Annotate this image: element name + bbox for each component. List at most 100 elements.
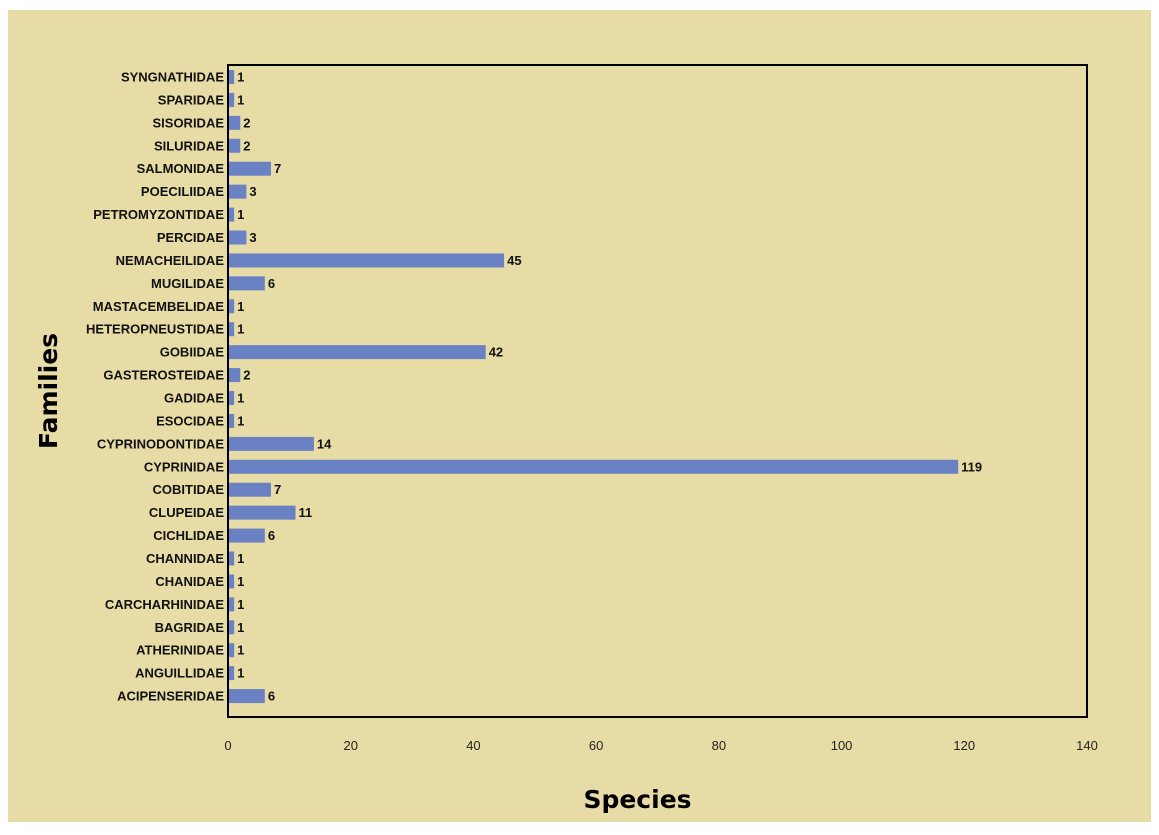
x-tick-label: 120 xyxy=(953,738,975,753)
x-tick-label: 100 xyxy=(831,738,853,753)
category-label: NEMACHEILIDAE xyxy=(116,253,225,268)
bar-cyprinidae xyxy=(228,459,959,474)
category-label: CHANNIDAE xyxy=(146,551,224,566)
category-label: MUGILIDAE xyxy=(151,276,224,291)
category-label: CARCHARHINIDAE xyxy=(105,597,224,612)
bar-heteropneustidae xyxy=(228,322,235,337)
category-label: SISORIDAE xyxy=(152,115,224,130)
category-label: PERCIDAE xyxy=(157,230,225,245)
category-label: CHANIDAE xyxy=(155,574,224,589)
category-label: SPARIDAE xyxy=(158,92,225,107)
bar-cichlidae xyxy=(228,528,265,543)
category-label: PETROMYZONTIDAE xyxy=(93,207,224,222)
value-label: 1 xyxy=(237,70,244,85)
value-label: 3 xyxy=(249,184,256,199)
category-label: SILURIDAE xyxy=(154,138,224,153)
bar-gasterosteidae xyxy=(228,368,241,383)
category-label: ATHERINIDAE xyxy=(136,643,224,658)
value-label: 2 xyxy=(243,368,250,383)
bar-chanidae xyxy=(228,574,235,589)
value-label: 6 xyxy=(268,528,275,543)
value-label: 6 xyxy=(268,689,275,704)
value-label: 42 xyxy=(489,345,503,360)
value-label: 1 xyxy=(237,666,244,681)
category-label: GASTEROSTEIDAE xyxy=(103,368,224,383)
bar-acipenseridae xyxy=(228,689,265,704)
category-label: HETEROPNEUSTIDAE xyxy=(86,322,224,337)
x-tick-labels: 0 20 40 60 80 100 120 140 xyxy=(224,738,1097,753)
bar-percidae xyxy=(228,230,247,245)
bar-clupeidae xyxy=(228,505,296,520)
bar-anguillidae xyxy=(228,666,235,681)
bar-siluridae xyxy=(228,138,241,153)
bar-nemacheilidae xyxy=(228,253,505,268)
category-label: CLUPEIDAE xyxy=(149,505,224,520)
bar-gadidae xyxy=(228,391,235,405)
value-label: 2 xyxy=(243,115,250,130)
x-axis-title: Species xyxy=(583,785,691,814)
value-label: 45 xyxy=(507,253,521,268)
value-label: 1 xyxy=(237,643,244,658)
category-label: GADIDAE xyxy=(164,391,224,406)
bar-mugilidae xyxy=(228,276,265,291)
bar-mastacembelidae xyxy=(228,299,235,314)
value-label: 7 xyxy=(274,482,281,497)
value-label: 6 xyxy=(268,276,275,291)
bar-bagridae xyxy=(228,620,235,635)
chart-figure: SYNGNATHIDAE SPARIDAE SISORIDAE SILURIDAE SA… xyxy=(8,10,1151,822)
value-label: 1 xyxy=(237,207,244,222)
category-label: CYPRINODONTIDAE xyxy=(97,436,224,451)
value-label: 3 xyxy=(249,230,256,245)
category-label: ANGUILLIDAE xyxy=(135,666,224,681)
category-label: BAGRIDAE xyxy=(155,620,225,635)
value-label: 1 xyxy=(237,413,244,428)
bars-layer xyxy=(228,70,959,704)
value-label: 11 xyxy=(298,505,312,520)
category-label: ESOCIDAE xyxy=(156,413,224,428)
bar-sparidae xyxy=(228,92,235,107)
value-label: 1 xyxy=(237,597,244,612)
value-label: 1 xyxy=(237,299,244,314)
x-tick-label: 80 xyxy=(712,738,726,753)
x-tick-label: 140 xyxy=(1076,738,1098,753)
bar-chart: SYNGNATHIDAE SPARIDAE SISORIDAE SILURIDAE SA… xyxy=(34,64,1098,814)
bar-gobiidae xyxy=(228,345,486,360)
bar-cobitidae xyxy=(228,482,271,497)
bar-carcharhinidae xyxy=(228,597,235,612)
value-label: 7 xyxy=(274,161,281,176)
category-label: MASTACEMBELIDAE xyxy=(93,299,225,314)
value-label: 1 xyxy=(237,92,244,107)
x-tick-label: 0 xyxy=(224,738,231,753)
category-label: CICHLIDAE xyxy=(153,528,224,543)
category-label: COBITIDAE xyxy=(153,482,225,497)
category-label: SYNGNATHIDAE xyxy=(121,70,224,85)
category-label: CYPRINIDAE xyxy=(144,459,225,474)
value-label: 1 xyxy=(237,574,244,589)
category-label: GOBIIDAE xyxy=(160,345,225,360)
x-tick-label: 40 xyxy=(466,738,480,753)
bar-channidae xyxy=(228,551,235,566)
value-label: 1 xyxy=(237,391,244,406)
bar-sisoridae xyxy=(228,115,241,130)
value-label: 2 xyxy=(243,138,250,153)
bar-atherinidae xyxy=(228,643,235,658)
bar-poeciliidae xyxy=(228,184,247,199)
value-label: 1 xyxy=(237,620,244,635)
y-axis-title: Families xyxy=(34,333,63,449)
x-tick-label: 20 xyxy=(343,738,357,753)
bar-salmonidae xyxy=(228,161,271,176)
x-tick-label: 60 xyxy=(589,738,603,753)
value-label: 119 xyxy=(961,459,982,474)
bar-esocidae xyxy=(228,413,235,428)
category-labels: SYNGNATHIDAE SPARIDAE SISORIDAE SILURIDAE SA… xyxy=(86,70,224,704)
category-label: SALMONIDAE xyxy=(137,161,225,176)
category-label: POECILIIDAE xyxy=(141,184,224,199)
bar-syngnathidae xyxy=(228,70,235,84)
value-label: 1 xyxy=(237,551,244,566)
category-label: ACIPENSERIDAE xyxy=(117,689,224,704)
bar-cyprinodontidae xyxy=(228,436,314,451)
plot-frame xyxy=(227,64,1088,718)
value-label: 1 xyxy=(237,322,244,337)
value-label: 14 xyxy=(317,436,332,451)
